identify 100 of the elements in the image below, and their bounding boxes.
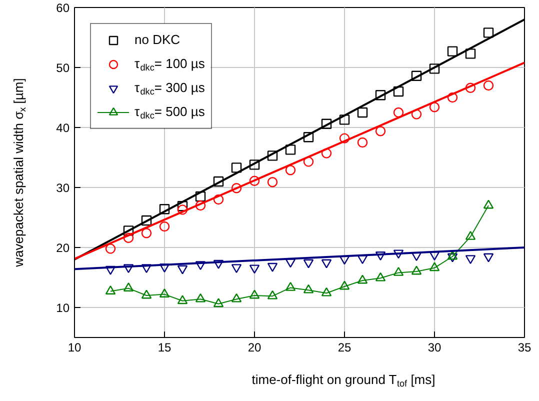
- point: [231, 264, 242, 274]
- point: [375, 90, 386, 100]
- x-tick-label: 30: [428, 340, 442, 354]
- point: [177, 201, 188, 212]
- point: [141, 215, 152, 226]
- x-tick-label: 10: [68, 340, 82, 354]
- point: [375, 272, 386, 282]
- point: [303, 132, 314, 142]
- point: [141, 290, 152, 299]
- point: [465, 230, 476, 240]
- point: [213, 260, 224, 269]
- point: [285, 144, 296, 155]
- point: [123, 264, 134, 274]
- point: [411, 70, 422, 81]
- point: [123, 282, 134, 292]
- point: [267, 262, 278, 272]
- point: [411, 266, 422, 275]
- point: [321, 287, 332, 296]
- point: [213, 194, 224, 205]
- point: [267, 177, 278, 188]
- point: [159, 288, 170, 298]
- point: [285, 258, 296, 268]
- y-tick-label: 10: [56, 301, 70, 315]
- point: [429, 102, 440, 112]
- point: [123, 232, 134, 243]
- y-tick-label: 20: [56, 241, 70, 255]
- point: [393, 266, 404, 276]
- point: [321, 259, 332, 268]
- point: [429, 64, 440, 74]
- point: [159, 264, 170, 272]
- point: [357, 255, 368, 264]
- point: [483, 200, 494, 209]
- point: [321, 118, 332, 129]
- point: [303, 259, 314, 268]
- point: [357, 107, 368, 118]
- point: [105, 244, 116, 254]
- x-tick-label: 35: [518, 340, 532, 354]
- point: [411, 252, 422, 262]
- point: [177, 204, 188, 215]
- point: [339, 280, 350, 290]
- point: [429, 262, 440, 272]
- point: [141, 264, 152, 274]
- point: [195, 293, 206, 302]
- point: [357, 274, 368, 284]
- point: [141, 228, 152, 238]
- y-tick-label: 30: [56, 181, 70, 195]
- point: [483, 28, 494, 38]
- y-axis-title: wavepacket spatial width σx [µm]: [11, 78, 28, 268]
- point: [195, 191, 206, 202]
- point: [339, 256, 350, 265]
- point: [123, 226, 134, 236]
- point: [465, 255, 476, 264]
- point: [357, 137, 368, 148]
- point: [465, 82, 476, 93]
- point: [213, 298, 224, 308]
- point: [249, 290, 260, 299]
- point: [393, 250, 404, 259]
- point: [393, 107, 404, 118]
- point: [303, 156, 314, 167]
- point: [375, 252, 386, 260]
- x-tick-label: 25: [338, 340, 352, 354]
- point: [213, 176, 224, 187]
- point: [339, 133, 350, 144]
- point: [483, 80, 494, 91]
- y-tick-label: 40: [56, 121, 70, 135]
- point: [231, 162, 242, 173]
- point: [159, 221, 170, 232]
- point: [249, 264, 260, 274]
- point: [249, 160, 260, 170]
- point: [339, 114, 350, 125]
- y-tick-label: 50: [56, 61, 70, 75]
- point: [285, 165, 296, 176]
- point: [393, 86, 404, 97]
- point: [159, 204, 170, 214]
- point: [375, 126, 386, 136]
- point: [321, 148, 332, 158]
- point: [195, 200, 206, 211]
- point: [465, 48, 476, 59]
- point: [231, 293, 242, 302]
- point: [285, 282, 296, 291]
- point: [411, 109, 422, 120]
- point: [249, 176, 260, 186]
- point: [195, 261, 206, 270]
- point: [105, 286, 116, 294]
- point: [105, 266, 116, 275]
- point: [267, 150, 278, 161]
- x-tick-label: 15: [158, 340, 172, 354]
- y-tick-label: 60: [56, 1, 70, 15]
- point: [303, 284, 314, 294]
- point: [483, 253, 494, 262]
- point: [447, 250, 458, 260]
- x-tick-label: 20: [248, 340, 262, 354]
- point: [177, 265, 188, 274]
- point: [267, 290, 278, 300]
- legend-label: no DKC: [134, 32, 180, 47]
- point: [447, 253, 458, 262]
- point: [447, 92, 458, 103]
- point: [447, 46, 458, 56]
- point: [177, 295, 188, 304]
- point: [429, 252, 440, 260]
